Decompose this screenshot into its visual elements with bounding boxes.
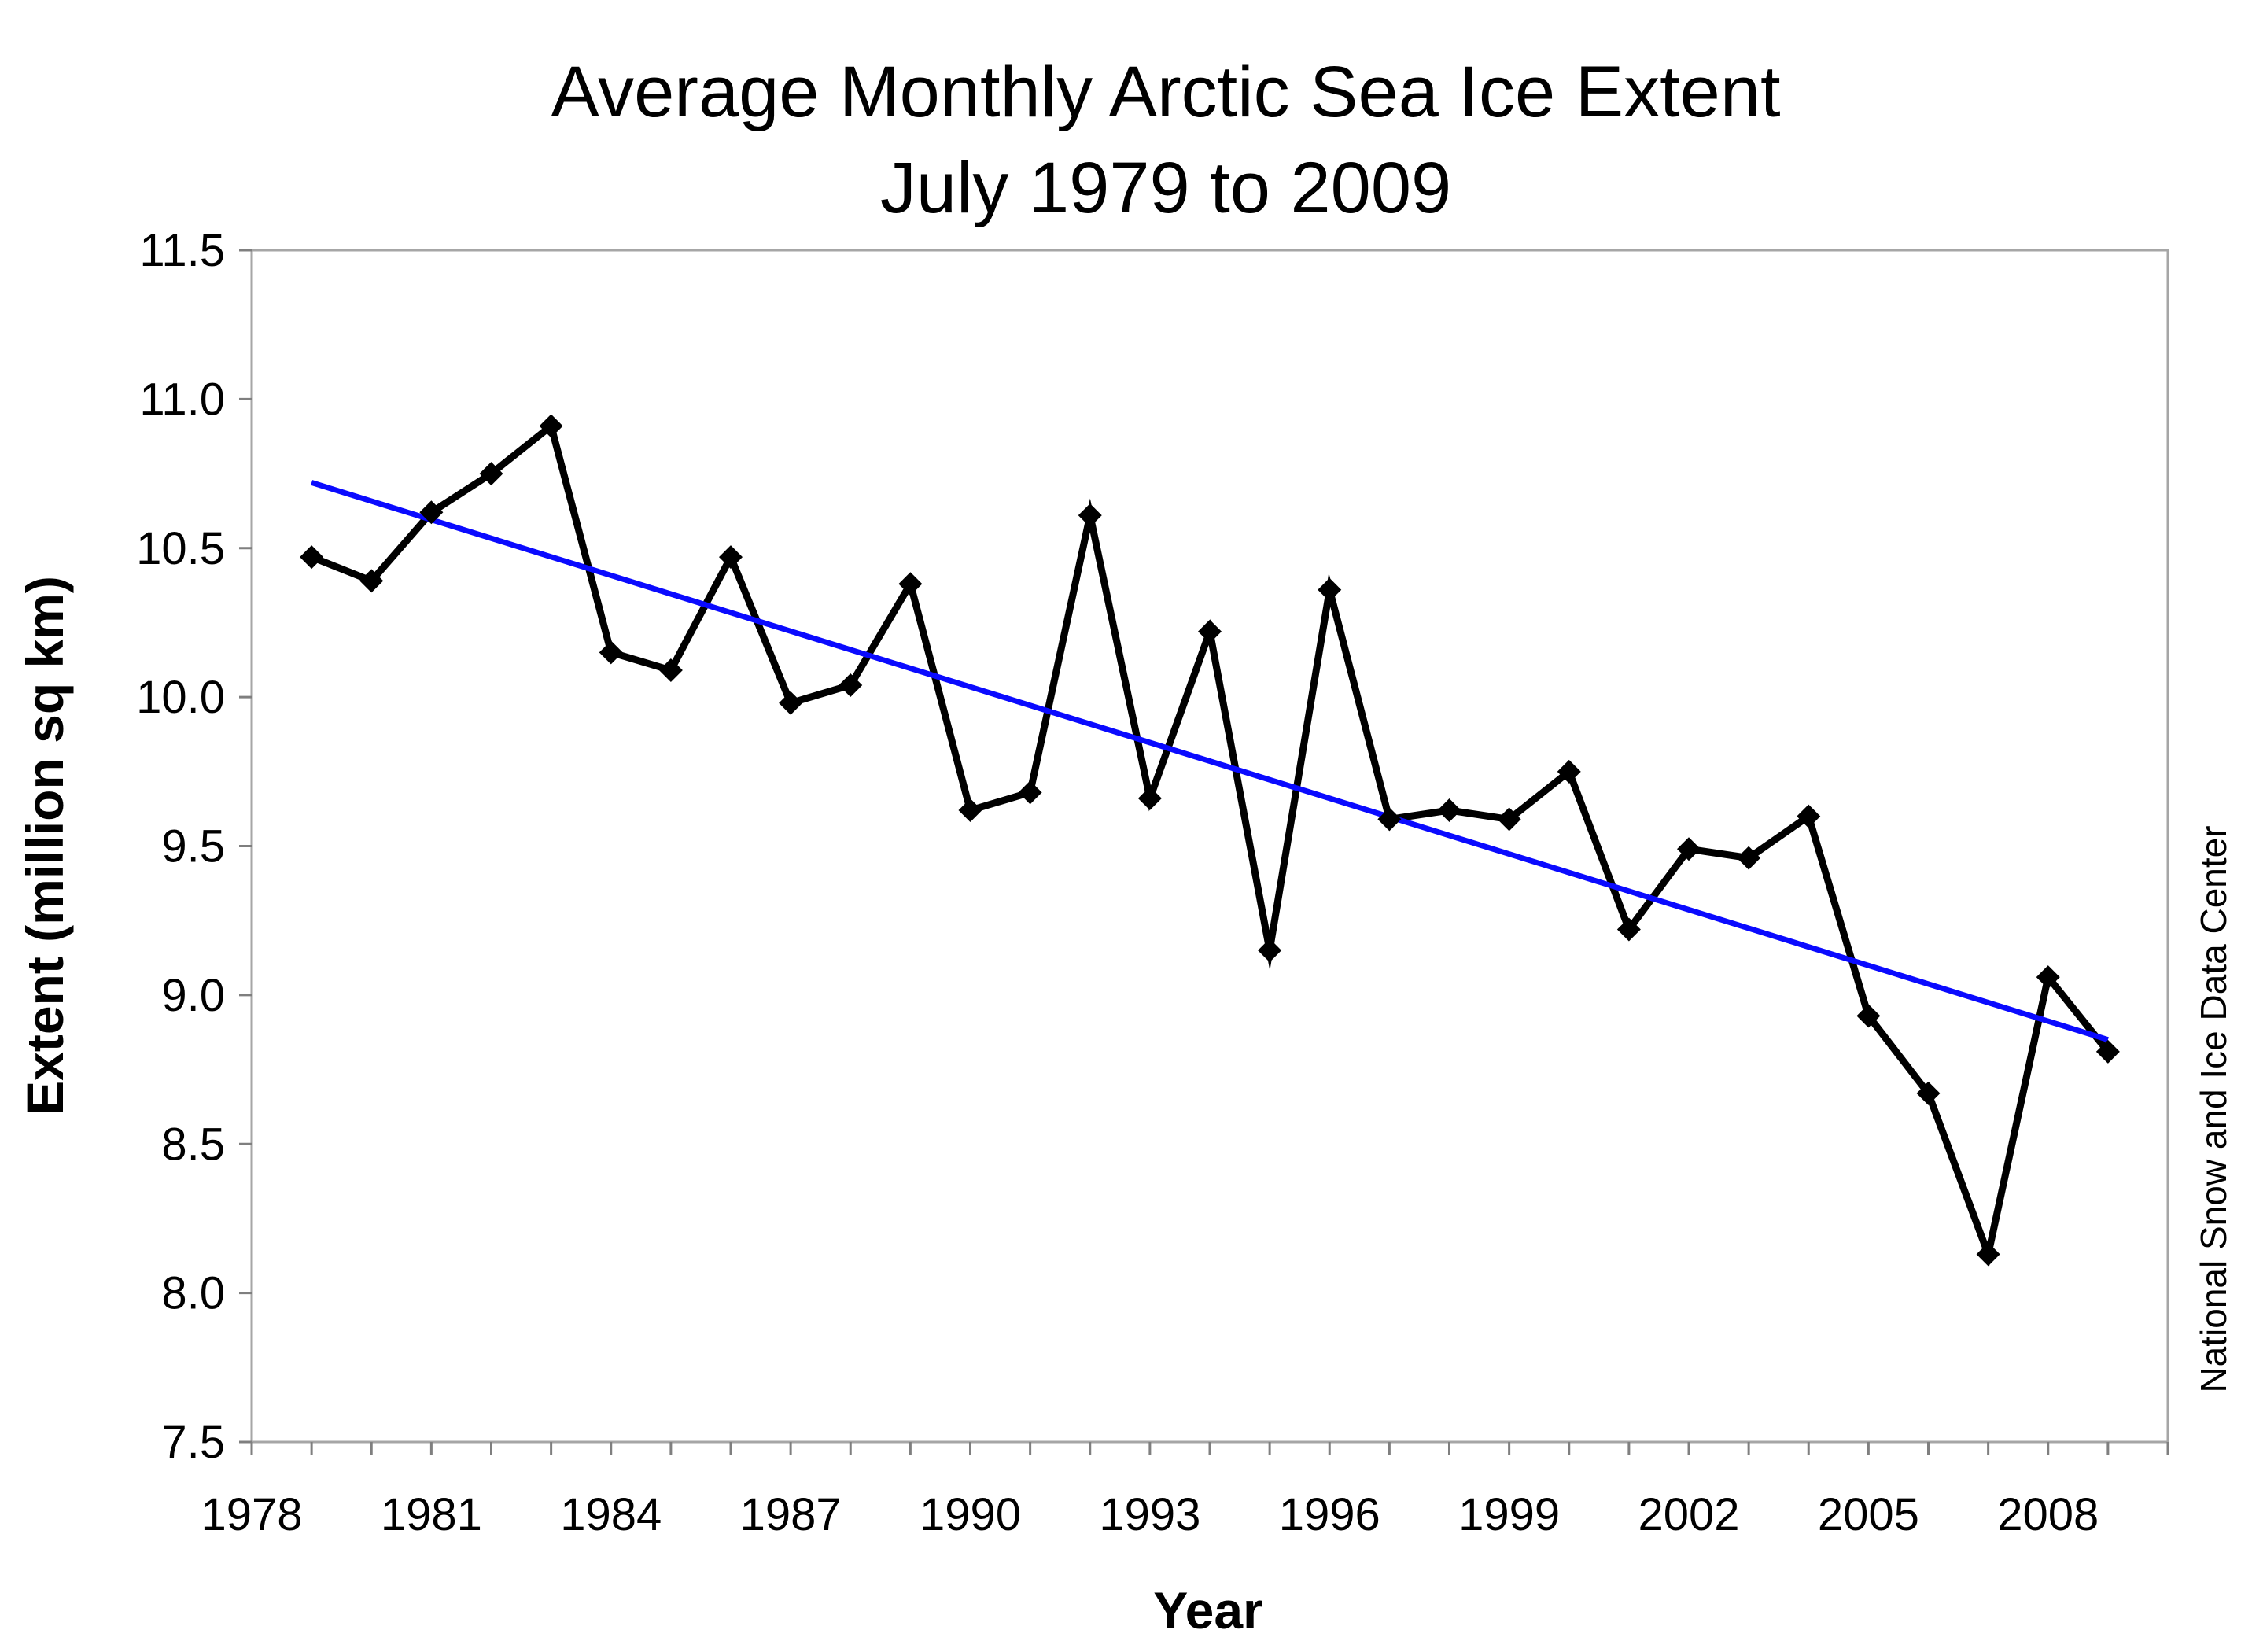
- y-axis: 7.5 8.0 8.5 9.0 9.5 10.0 10.5 11.0 11.5: [136, 225, 252, 1468]
- data-point: [1078, 503, 1102, 528]
- data-series-line: [310, 419, 2111, 1267]
- data-point: [1137, 786, 1162, 810]
- data-point: [2036, 965, 2060, 990]
- x-tick-label: 1984: [560, 1489, 662, 1540]
- y-tick-label: 11.0: [139, 374, 225, 425]
- data-point: [1198, 619, 1222, 643]
- chart-title: Average Monthly Arctic Sea Ice Extent: [551, 52, 1780, 132]
- data-point: [1258, 938, 1282, 963]
- data-point: [1737, 846, 1761, 870]
- data-point: [1856, 1004, 1881, 1028]
- x-tick-label: 2002: [1638, 1489, 1739, 1540]
- data-point: [1018, 780, 1042, 805]
- data-point: [1437, 798, 1461, 823]
- y-tick-label: 9.5: [161, 821, 225, 872]
- x-tick-label: 1993: [1099, 1489, 1200, 1540]
- data-point: [719, 545, 743, 570]
- y-tick-label: 11.5: [139, 225, 225, 276]
- y-tick-label: 8.5: [161, 1119, 225, 1170]
- x-tick-label: 1987: [740, 1489, 842, 1540]
- x-axis-label: Year: [1153, 1581, 1262, 1639]
- x-axis: 1978 1981 1984 1987 1990 1993 1996 1999 2002 2005…: [201, 1442, 2169, 1540]
- data-point: [1616, 917, 1641, 942]
- x-tick-label: 2008: [1997, 1489, 2099, 1540]
- data-point: [599, 640, 623, 665]
- data-point: [658, 658, 683, 683]
- y-tick-label: 7.5: [161, 1417, 225, 1468]
- series-layer: [300, 414, 2120, 1267]
- y-tick-label: 9.0: [161, 970, 225, 1021]
- data-point: [1677, 837, 1701, 861]
- data-point: [1976, 1242, 2000, 1267]
- x-tick-label: 1999: [1458, 1489, 1560, 1540]
- data-point: [1557, 759, 1581, 784]
- source-credit: National Snow and Ice Data Center: [2193, 825, 2234, 1392]
- y-axis-label: Extent (million sq km): [16, 576, 74, 1115]
- y-tick-label: 8.0: [161, 1268, 225, 1319]
- data-point: [539, 414, 563, 438]
- data-point: [1797, 804, 1821, 828]
- y-tick-label: 10.0: [136, 672, 225, 723]
- data-point: [300, 545, 324, 570]
- data-point: [2095, 1039, 2120, 1064]
- chart-subtitle: July 1979 to 2009: [880, 148, 1451, 228]
- data-point: [1916, 1081, 1941, 1105]
- trend-line: [311, 480, 2109, 1043]
- x-tick-label: 2005: [1818, 1489, 1919, 1540]
- data-point: [1377, 807, 1402, 832]
- x-tick-label: 1990: [920, 1489, 1021, 1540]
- data-point: [419, 500, 444, 525]
- data-point: [779, 691, 803, 715]
- data-point: [479, 462, 503, 486]
- x-tick-label: 1996: [1279, 1489, 1380, 1540]
- y-tick-label: 10.5: [136, 523, 225, 574]
- data-point: [1497, 807, 1521, 832]
- plot-area: [250, 249, 2169, 1444]
- x-tick-label: 1981: [381, 1489, 482, 1540]
- x-tick-label: 1978: [201, 1489, 302, 1540]
- data-point: [839, 673, 863, 697]
- data-point: [958, 798, 982, 823]
- data-point: [1318, 577, 1342, 602]
- data-point: [359, 569, 384, 593]
- data-point: [898, 572, 923, 596]
